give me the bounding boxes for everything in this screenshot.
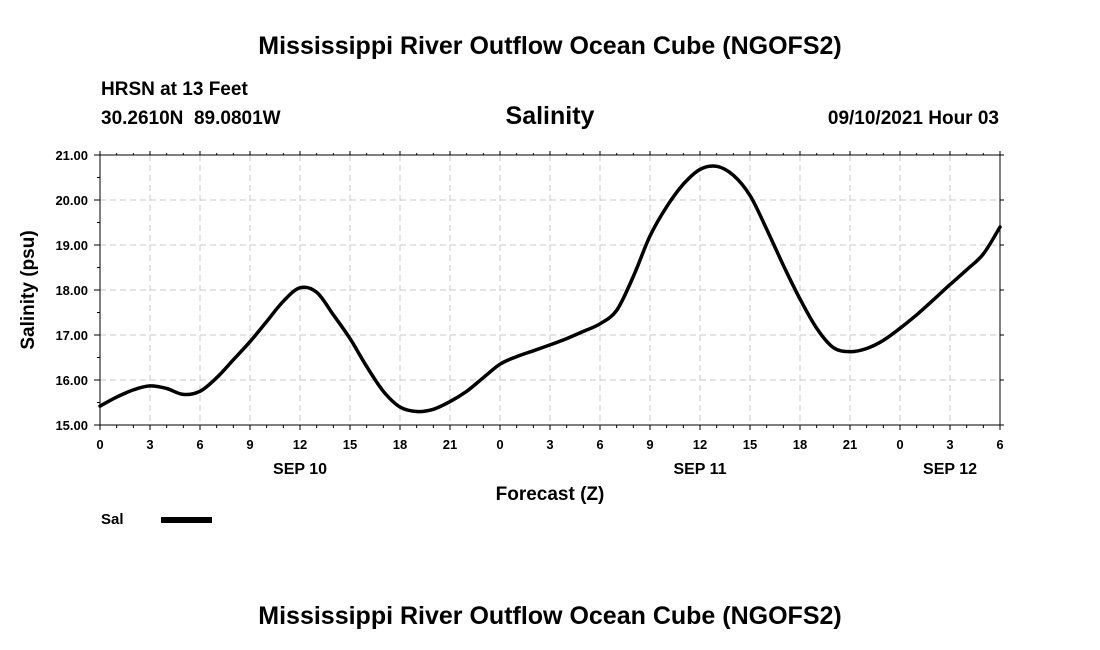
y-tick-label: 17.00 bbox=[55, 328, 88, 343]
x-tick-label: 12 bbox=[293, 437, 307, 452]
y-tick-label: 18.00 bbox=[55, 283, 88, 298]
x-tick-label: 21 bbox=[443, 437, 457, 452]
chart-title-top: Mississippi River Outflow Ocean Cube (NG… bbox=[258, 32, 841, 60]
x-tick-label: 6 bbox=[596, 437, 603, 452]
tick-labels: 15.00 16.00 17.00 18.00 19.00 20.00 21.00 0 3 6 9 1… bbox=[55, 148, 1003, 478]
x-tick-label: 15 bbox=[343, 437, 357, 452]
x-tick-label: 0 bbox=[896, 437, 903, 452]
x-tick-label: 21 bbox=[843, 437, 857, 452]
timestamp-label: 09/10/2021 Hour 03 bbox=[828, 108, 999, 129]
x-tick-label: 6 bbox=[196, 437, 203, 452]
x-tick-label: 3 bbox=[546, 437, 553, 452]
x-tick-label: 18 bbox=[793, 437, 807, 452]
chart-subtitle: Salinity bbox=[506, 102, 595, 130]
date-label: SEP 12 bbox=[923, 461, 977, 478]
x-tick-label: 0 bbox=[96, 437, 103, 452]
y-tick-label: 20.00 bbox=[55, 193, 88, 208]
y-tick-label: 21.00 bbox=[55, 148, 88, 163]
y-tick-label: 16.00 bbox=[55, 373, 88, 388]
x-tick-label: 0 bbox=[496, 437, 503, 452]
x-tick-label: 6 bbox=[996, 437, 1003, 452]
x-tick-label: 3 bbox=[946, 437, 953, 452]
y-tick-label: 19.00 bbox=[55, 238, 88, 253]
x-tick-label: 12 bbox=[693, 437, 707, 452]
x-tick-label: 9 bbox=[246, 437, 253, 452]
date-label: SEP 11 bbox=[673, 461, 726, 478]
x-axis-label: Forecast (Z) bbox=[496, 484, 605, 505]
y-tick-label: 15.00 bbox=[55, 418, 88, 433]
series-line-sal bbox=[98, 164, 1002, 414]
coordinates-label: 30.2610N 89.0801W bbox=[101, 108, 281, 129]
plot-frame bbox=[99, 154, 1001, 426]
x-tick-label: 3 bbox=[146, 437, 153, 452]
x-tick-label: 9 bbox=[646, 437, 653, 452]
date-label: SEP 10 bbox=[273, 461, 327, 478]
x-tick-label: 18 bbox=[393, 437, 407, 452]
station-label: HRSN at 13 Feet bbox=[101, 79, 248, 100]
legend-label: Sal bbox=[101, 511, 124, 528]
x-tick-label: 15 bbox=[743, 437, 757, 452]
grid-layer bbox=[100, 155, 1000, 425]
y-axis-label: Salinity (psu) bbox=[18, 230, 39, 349]
chart-title-bottom: Mississippi River Outflow Ocean Cube (NG… bbox=[258, 602, 841, 630]
series-layer bbox=[98, 164, 1002, 414]
